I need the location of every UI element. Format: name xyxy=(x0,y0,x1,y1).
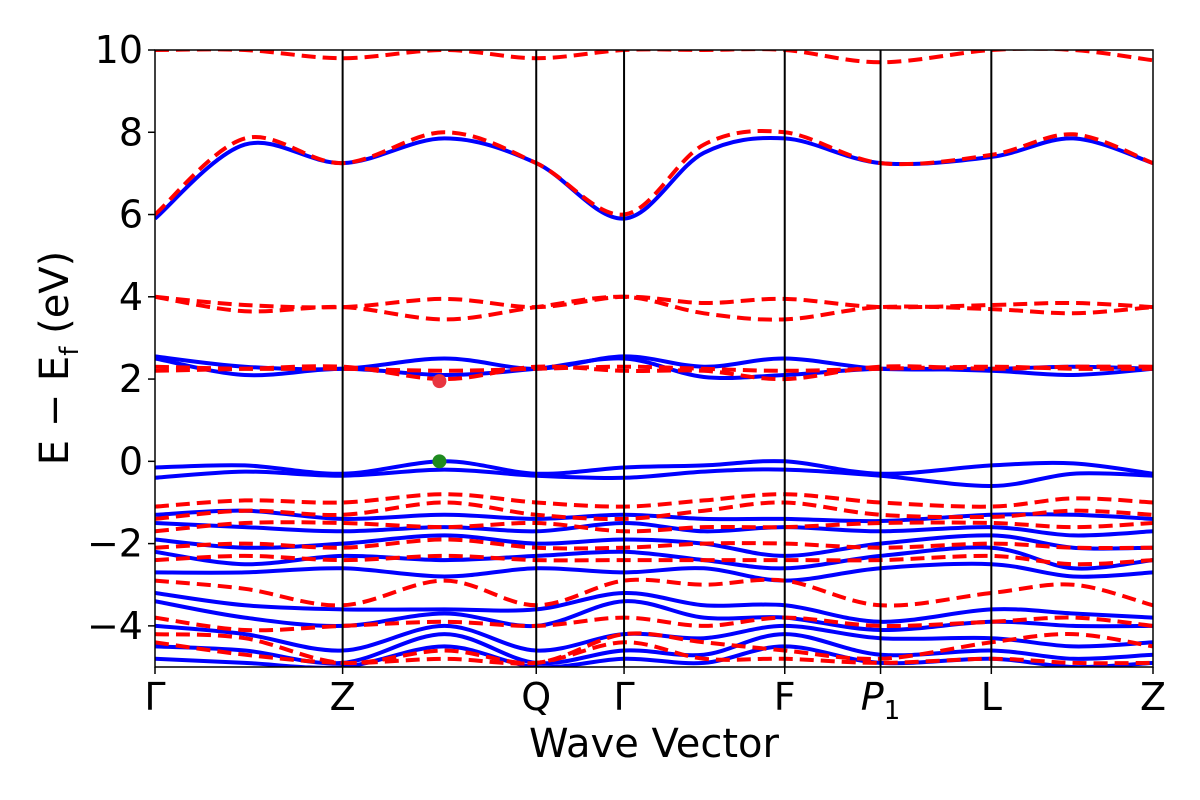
vbm-marker xyxy=(432,454,447,469)
cbm-marker xyxy=(432,374,447,389)
kpoint-lines xyxy=(341,50,993,667)
x-axis-ticks: Γ Z Q Γ F P1 L Z xyxy=(144,667,1166,726)
solid-band-5 xyxy=(155,467,1153,489)
y-tick-label: 8 xyxy=(119,110,143,154)
y-tick-label: −2 xyxy=(87,522,143,566)
plot-frame xyxy=(154,49,1154,668)
y-axis-label: E − Ef (eV) xyxy=(32,251,85,466)
x-tick-label: F xyxy=(774,675,796,719)
x-tick-label-sub: 1 xyxy=(884,696,901,726)
x-tick-label: L xyxy=(981,675,1002,719)
x-tick-label-text: P xyxy=(861,675,884,719)
dashed-band-7 xyxy=(155,492,1153,509)
dashed-band-13 xyxy=(155,615,1153,633)
x-tick-label: Γ xyxy=(144,675,165,719)
dashed-band-11 xyxy=(155,553,1153,567)
x-tick-label: Γ xyxy=(613,675,634,719)
x-axis-label: Wave Vector xyxy=(529,721,780,767)
y-axis-ticks: −4 −2 0 2 4 6 8 10 xyxy=(87,28,155,648)
y-tick-label: 0 xyxy=(119,439,143,483)
x-tick-label: Z xyxy=(330,675,356,719)
x-tick-label: P1 xyxy=(861,675,900,726)
dashed-band-3 xyxy=(155,294,1153,310)
solid-band-1 xyxy=(155,135,1153,221)
y-tick-label: 10 xyxy=(95,28,143,72)
x-tick-label-text: Z xyxy=(330,675,356,719)
solid-band-6 xyxy=(155,508,1153,524)
x-tick-label-text: Γ xyxy=(144,675,165,719)
solid-band-4 xyxy=(155,459,1153,476)
x-tick-label-text: Z xyxy=(1140,675,1166,719)
dashed-band-12 xyxy=(155,577,1153,608)
x-tick-label-text: Γ xyxy=(613,675,634,719)
dashed-band-4 xyxy=(155,294,1153,322)
dashed-band-2 xyxy=(155,50,1153,65)
y-axis-label-sub: f xyxy=(55,346,85,356)
y-tick-label: 6 xyxy=(119,193,143,237)
solid-band-12 xyxy=(155,599,1153,633)
solid-band-10 xyxy=(155,561,1153,583)
solid-band-11 xyxy=(155,590,1153,624)
y-axis-label-main: E − E xyxy=(32,356,78,466)
x-tick-label-text: Q xyxy=(521,675,551,719)
dashed-band-10 xyxy=(155,537,1153,551)
extrema-markers xyxy=(432,374,447,469)
x-tick-label-text: F xyxy=(774,675,796,719)
dashed-band-5 xyxy=(155,364,1153,373)
y-tick-label: 4 xyxy=(119,275,143,319)
bands-layer xyxy=(155,50,1153,667)
x-tick-label: Z xyxy=(1140,675,1166,719)
x-tick-label: Q xyxy=(521,675,551,719)
dashed-band-9 xyxy=(155,520,1153,534)
y-tick-label: 2 xyxy=(119,357,143,401)
y-tick-label: −4 xyxy=(87,604,143,648)
y-axis-label-unit: (eV) xyxy=(32,251,78,347)
x-tick-label-text: L xyxy=(981,675,1002,719)
dashed-band-6 xyxy=(155,364,1153,382)
